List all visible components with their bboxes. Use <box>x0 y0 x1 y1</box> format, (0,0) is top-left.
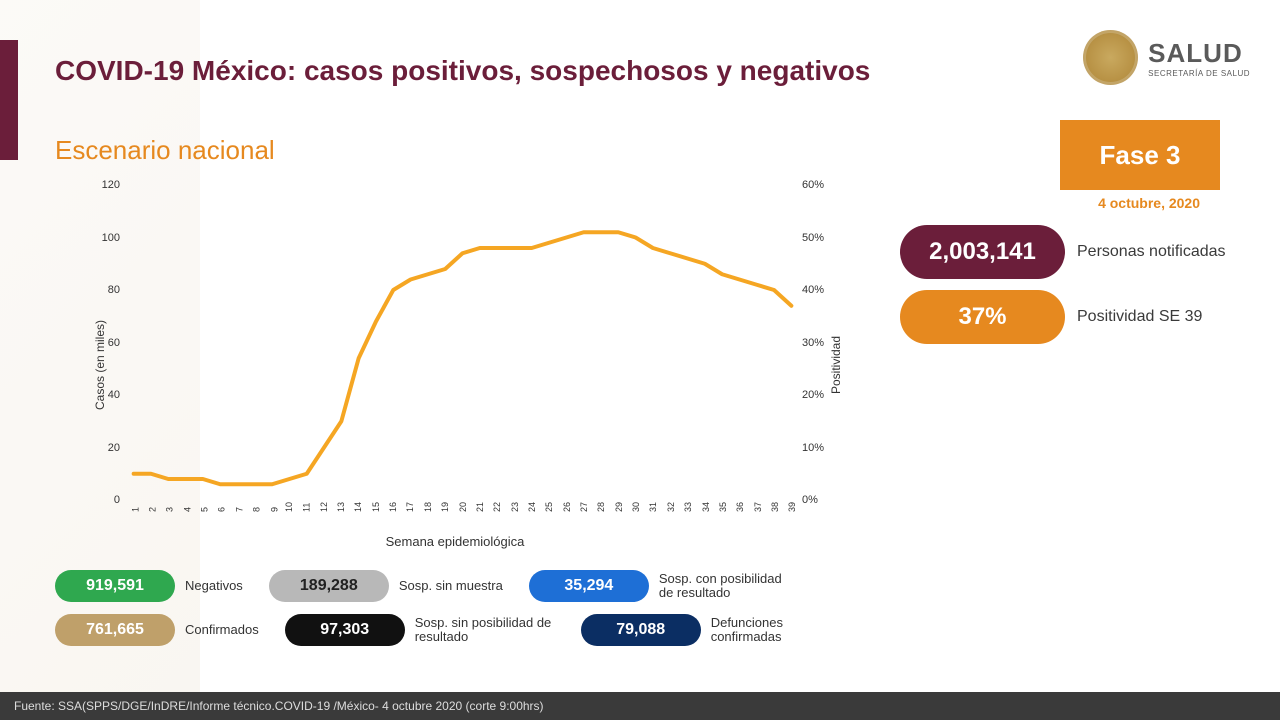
stat-notified-value: 2,003,141 <box>900 225 1065 279</box>
legend-value: 761,665 <box>55 614 175 646</box>
y1-tick: 40 <box>95 389 120 401</box>
legend-label: Negativos <box>185 579 243 593</box>
legend-label: Sosp. sin posibilidad de resultado <box>415 616 555 645</box>
y1-tick: 100 <box>95 232 120 244</box>
legend-label: Sosp. con posibilidad de resultado <box>659 572 799 601</box>
legend-label: Sosp. sin muestra <box>399 579 503 593</box>
legend-label: Defunciones confirmadas <box>711 616 851 645</box>
legend-label: Confirmados <box>185 623 259 637</box>
legend-item: 761,665 Confirmados <box>55 614 259 646</box>
x-tick: 22 <box>492 502 502 512</box>
y2-tick: 40% <box>802 284 837 296</box>
x-tick: 13 <box>336 502 346 512</box>
x-tick: 33 <box>683 502 693 512</box>
legend-row: 919,591 Negativos 189,288 Sosp. sin muestra… <box>55 570 915 602</box>
y1-ticks: 020406080100120 <box>95 185 120 500</box>
y2-tick: 50% <box>802 232 837 244</box>
x-tick: 16 <box>388 502 398 512</box>
page-subtitle: Escenario nacional <box>55 135 275 166</box>
x-tick: 7 <box>234 507 244 512</box>
accent-bar <box>0 40 18 160</box>
x-tick: 11 <box>302 503 312 512</box>
y2-tick: 30% <box>802 337 837 349</box>
legend-row: 761,665 Confirmados 97,303 Sosp. sin posibi… <box>55 614 915 646</box>
y1-tick: 20 <box>95 442 120 454</box>
x-tick: 4 <box>182 507 192 512</box>
legend-value: 919,591 <box>55 570 175 602</box>
x-tick: 18 <box>423 502 433 512</box>
y1-tick: 0 <box>95 494 120 506</box>
stat-notified-label: Personas notificadas <box>1077 242 1226 261</box>
chart: Casos (en miles) Positividad Semana epid… <box>55 175 855 555</box>
phase-badge: Fase 3 <box>1060 120 1220 190</box>
y2-ticks: 0%10%20%30%40%50%60% <box>802 185 837 500</box>
y1-tick: 60 <box>95 337 120 349</box>
x-tick: 27 <box>579 502 589 512</box>
x-tick: 15 <box>371 502 381 512</box>
x-tick: 23 <box>510 502 520 512</box>
x-tick: 34 <box>701 502 711 512</box>
x-tick: 8 <box>252 507 262 512</box>
legend-item: 919,591 Negativos <box>55 570 243 602</box>
phase-label: Fase 3 <box>1100 140 1181 171</box>
x-tick: 30 <box>631 502 641 512</box>
legend-value: 189,288 <box>269 570 389 602</box>
y1-tick: 120 <box>95 179 120 191</box>
stat-positivity-value: 37% <box>900 290 1065 344</box>
x-tick: 29 <box>614 502 624 512</box>
x-tick: 1 <box>130 507 140 512</box>
stat-positivity: 37% Positividad SE 39 <box>900 290 1202 344</box>
y2-tick: 20% <box>802 389 837 401</box>
x-tick: 21 <box>475 502 485 512</box>
x-tick: 26 <box>562 502 572 512</box>
source-footer: Fuente: SSA(SPPS/DGE/InDRE/Informe técni… <box>0 692 1280 720</box>
x-tick: 3 <box>165 507 175 512</box>
legend-value: 35,294 <box>529 570 649 602</box>
stat-positivity-label: Positividad SE 39 <box>1077 307 1202 326</box>
x-tick: 38 <box>770 502 780 512</box>
x-tick: 36 <box>735 502 745 512</box>
x-tick: 32 <box>666 502 676 512</box>
x-tick: 14 <box>353 502 363 512</box>
logo-sub: SECRETARÍA DE SALUD <box>1148 69 1250 78</box>
x-tick: 6 <box>217 507 227 512</box>
x-tick: 28 <box>596 502 606 512</box>
x-tick: 35 <box>718 502 728 512</box>
legend-item: 97,303 Sosp. sin posibilidad de resultado <box>285 614 555 646</box>
x-tick: 12 <box>319 502 329 512</box>
x-tick: 39 <box>787 502 797 512</box>
x-tick: 24 <box>527 502 537 512</box>
x-tick: 5 <box>200 507 210 512</box>
x-tick: 25 <box>544 502 554 512</box>
y2-tick: 10% <box>802 442 837 454</box>
x-tick: 17 <box>405 502 415 512</box>
y1-tick: 80 <box>95 284 120 296</box>
y2-tick: 60% <box>802 179 837 191</box>
x-tick: 31 <box>648 502 658 512</box>
x-tick: 9 <box>269 507 279 512</box>
phase-date: 4 octubre, 2020 <box>1098 195 1200 211</box>
legend: 919,591 Negativos 189,288 Sosp. sin muestra… <box>55 570 915 658</box>
stat-notified: 2,003,141 Personas notificadas <box>900 225 1226 279</box>
page-title: COVID-19 México: casos positivos, sospec… <box>55 55 870 87</box>
legend-value: 97,303 <box>285 614 405 646</box>
source-text: Fuente: SSA(SPPS/DGE/InDRE/Informe técni… <box>14 699 544 713</box>
chart-area: 1234567891011121314151617181920212223242… <box>125 185 800 500</box>
x-tick: 2 <box>148 507 158 512</box>
legend-item: 35,294 Sosp. con posibilidad de resultado <box>529 570 799 602</box>
y2-tick: 0% <box>802 494 837 506</box>
x-axis-label: Semana epidemiológica <box>386 534 525 549</box>
x-tick: 37 <box>753 502 763 512</box>
salud-logo: SALUD SECRETARÍA DE SALUD <box>1083 30 1250 85</box>
seal-icon <box>1083 30 1138 85</box>
legend-value: 79,088 <box>581 614 701 646</box>
legend-item: 189,288 Sosp. sin muestra <box>269 570 503 602</box>
positivity-line <box>125 185 800 500</box>
x-tick: 10 <box>284 502 294 512</box>
x-tick: 19 <box>440 502 450 512</box>
legend-item: 79,088 Defunciones confirmadas <box>581 614 851 646</box>
logo-main: SALUD <box>1148 38 1243 69</box>
x-tick: 20 <box>457 502 467 512</box>
